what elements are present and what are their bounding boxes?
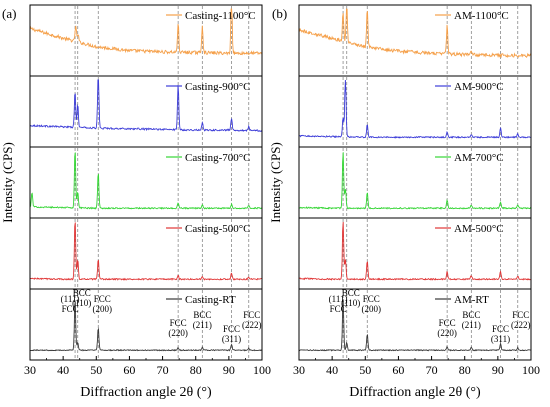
- series-line: [29, 301, 263, 352]
- legend: Casting-1100°C: [166, 10, 256, 22]
- legend-label: Casting-1100°C: [185, 10, 256, 22]
- peak-label: BCC (211): [462, 310, 481, 330]
- legend-label: AM-RT: [454, 294, 489, 306]
- y-axis-label: Intensity (CPS): [268, 142, 283, 223]
- series-line: [29, 152, 263, 210]
- peak-label: FCC (222): [511, 310, 531, 330]
- peak-label: FCC (200): [93, 294, 113, 314]
- peak-label: (111) FCC: [329, 294, 348, 314]
- legend-label: Casting-500°C: [185, 223, 251, 235]
- x-tick-label: 90: [492, 363, 504, 377]
- legend-label: AM-500°C: [454, 223, 504, 235]
- series-strip: AM-500°C: [298, 217, 532, 290]
- series-strip: AM-900°C: [298, 75, 532, 148]
- series-line: [298, 152, 532, 210]
- legend: AM-900°C: [435, 81, 504, 93]
- x-tick-label: 40: [57, 363, 69, 377]
- peak-label: BCC (211): [193, 310, 212, 330]
- x-tick-label: 70: [426, 363, 438, 377]
- peak-label: FCC (311): [491, 324, 510, 344]
- peak-label: BCC (110): [341, 288, 360, 308]
- series-strip: Casting-700°C: [29, 146, 263, 219]
- x-tick-label: 90: [223, 363, 235, 377]
- peak-label: FCC (220): [168, 318, 188, 338]
- peak-label: (111) FCC: [61, 294, 80, 314]
- x-tick-label: 50: [359, 363, 371, 377]
- legend-label: AM-700°C: [454, 152, 504, 164]
- x-axis-label: Diffraction angle 2θ (°): [349, 385, 481, 400]
- peak-label: FCC (220): [437, 318, 457, 338]
- series-line: [299, 221, 532, 281]
- x-tick-label: 60: [392, 363, 404, 377]
- x-tick-label: 30: [24, 363, 36, 377]
- legend: AM-RT: [435, 294, 489, 306]
- y-axis-label: Intensity (CPS): [0, 142, 15, 223]
- x-tick-label: 40: [326, 363, 338, 377]
- peak-label: FCC (311): [222, 324, 241, 344]
- series-line: [298, 79, 531, 139]
- legend-label: Casting-RT: [185, 294, 236, 306]
- legend: Casting-500°C: [166, 223, 251, 235]
- peak-label: FCC (222): [242, 310, 262, 330]
- panel-a: (a) Intensity (CPS) Casting-1100°C Casting-…: [0, 4, 271, 400]
- x-tick-label: 30: [293, 363, 305, 377]
- series-line: [298, 8, 532, 59]
- panel-label: (b): [272, 6, 287, 21]
- series-strip: AM-700°C: [298, 146, 532, 219]
- series-strip: AM-1100°C: [298, 4, 532, 77]
- panel-b: (b) Intensity (CPS) AM-1100°C AM-900°C AM-70…: [268, 4, 540, 400]
- x-tick-label: 100: [253, 363, 271, 377]
- x-axis-label: Diffraction angle 2θ (°): [80, 385, 212, 400]
- legend: AM-500°C: [435, 223, 504, 235]
- legend-label: Casting-700°C: [185, 152, 251, 164]
- legend-label: AM-900°C: [454, 81, 504, 93]
- legend: Casting-700°C: [166, 152, 251, 164]
- peak-label: FCC (200): [362, 294, 382, 314]
- legend: Casting-900°C: [166, 81, 251, 93]
- x-tick-label: 50: [90, 363, 102, 377]
- x-tick-label: 60: [123, 363, 135, 377]
- series-line: [29, 8, 263, 56]
- legend: Casting-RT: [166, 294, 236, 306]
- series-strip: Casting-900°C: [29, 75, 263, 148]
- series-strip: Casting-500°C: [29, 217, 263, 290]
- series-line: [29, 79, 263, 133]
- legend: AM-1100°C: [435, 10, 509, 22]
- x-tick-label: 80: [459, 363, 471, 377]
- legend-label: AM-1100°C: [454, 10, 509, 22]
- x-tick-label: 70: [157, 363, 169, 377]
- legend-label: Casting-900°C: [185, 81, 251, 93]
- peak-label: BCC (110): [72, 288, 91, 308]
- x-tick-label: 100: [522, 363, 540, 377]
- legend: AM-700°C: [435, 152, 504, 164]
- series-strip: Casting-1100°C: [29, 4, 263, 77]
- x-tick-label: 80: [190, 363, 202, 377]
- series-line: [298, 299, 532, 352]
- series-line: [30, 222, 262, 281]
- panel-label: (a): [2, 6, 16, 21]
